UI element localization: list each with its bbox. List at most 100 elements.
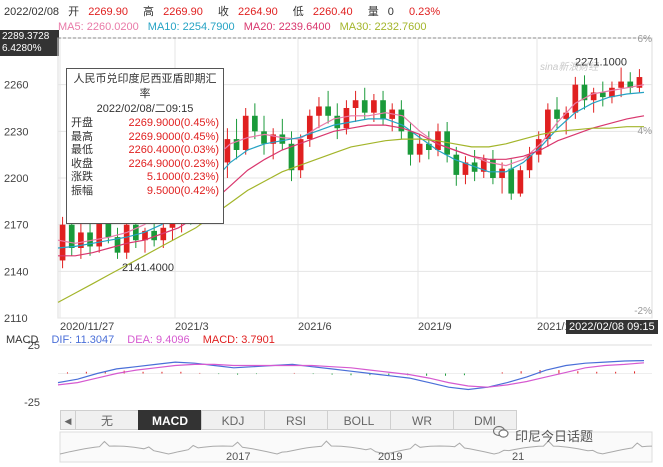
tab-wr[interactable]: WR — [390, 410, 454, 430]
overview-panel — [59, 431, 653, 463]
indicator-tabs: ◀ 无 MACD KDJ RSI BOLL WR DMI — [60, 410, 517, 430]
crosshair-price: 2289.3728 — [2, 31, 50, 42]
candle-body — [352, 100, 359, 108]
tabs-scroll-left-icon[interactable]: ◀ — [60, 410, 76, 430]
ma30-legend: MA30: 2232.7600 — [339, 21, 427, 33]
watermark-text: 印尼今日话题 — [515, 429, 594, 444]
pct-tick-label: 4% — [638, 126, 653, 137]
candle-body — [453, 154, 460, 175]
tooltip-row-change: 涨跌 5.1000(0.23%) — [71, 171, 219, 184]
macd-title: MACD — [6, 334, 39, 346]
candle-body — [151, 230, 157, 241]
pct-tick-label: 6% — [638, 34, 653, 45]
volume-value: 0 — [387, 6, 394, 18]
data-tooltip: 人民币兑印度尼西亚盾即期汇率 2022/02/08/二09:15 开盘 2269.… — [66, 68, 224, 224]
macd-y-tick: -25 — [24, 397, 40, 409]
candle-body — [508, 168, 515, 194]
candle-body — [599, 92, 606, 98]
candle-body — [68, 224, 75, 248]
tab-kdj[interactable]: KDJ — [201, 410, 265, 430]
high-annotation: 2271.1000 — [575, 56, 627, 68]
quote-header: 2022/02/08 开 2269.90 高 2269.90 收 2264.90… — [4, 3, 446, 19]
y-tick-label: 2200 — [4, 173, 28, 185]
close-label: 收 — [217, 6, 229, 18]
candle-body — [545, 109, 551, 140]
ma-legend: MA5: 2260.0200 MA10: 2254.7900 MA20: 223… — [58, 21, 433, 33]
tab-none[interactable]: 无 — [75, 410, 139, 430]
candle-body — [288, 143, 295, 171]
high-value: 2269.90 — [163, 6, 203, 18]
wechat-icon — [493, 425, 509, 438]
candle-body — [142, 230, 148, 241]
ma5-legend: MA5: 2260.0200 — [58, 21, 139, 33]
dea-line — [57, 362, 645, 388]
tab-dmi[interactable]: DMI — [453, 410, 517, 430]
candle-body — [636, 77, 643, 88]
candle-body — [618, 81, 624, 88]
macd-value: MACD: 3.7901 — [202, 334, 275, 346]
ma10-legend: MA10: 2254.7900 — [147, 21, 235, 33]
candle-body — [325, 106, 331, 116]
candle-body — [407, 131, 414, 155]
dea-value: DEA: 9.4096 — [127, 334, 190, 346]
tooltip-title: 人民币兑印度尼西亚盾即期汇率 — [73, 73, 217, 100]
tooltip-row-low: 最低 2260.4000(0.03%) — [71, 144, 219, 157]
x-tick-label: 2021/6 — [298, 321, 332, 333]
crosshair-date-flag: 2022/02/08 09:15 — [566, 320, 658, 334]
close-value: 2264.90 — [237, 6, 278, 18]
candle-body — [462, 162, 469, 175]
ma10-line — [57, 91, 645, 249]
candle-body — [233, 139, 240, 150]
candle-body — [380, 100, 386, 119]
candle-body — [78, 232, 84, 248]
candle-body — [627, 81, 634, 88]
tab-rsi[interactable]: RSI — [264, 410, 328, 430]
candle-body — [96, 221, 103, 247]
candle-body — [480, 159, 487, 172]
candle-body — [590, 92, 597, 101]
candle-body — [306, 115, 313, 140]
dif-value: DIF: 11.3047 — [51, 334, 115, 346]
tooltip-row-amplitude: 振幅 9.5000(0.42%) — [71, 184, 219, 197]
ma20-legend: MA20: 2239.6400 — [243, 21, 331, 33]
overview-year-label: 2019 — [378, 451, 402, 463]
crosshair-pct: 6.4280% — [2, 43, 42, 54]
x-tick-label: 2021/9 — [418, 321, 452, 333]
y-tick-label: 2170 — [4, 220, 28, 232]
candle-body — [535, 139, 542, 155]
y-tick-label: 2260 — [4, 80, 28, 92]
candle-body — [361, 100, 368, 113]
candle-body — [105, 221, 112, 238]
candle-body — [224, 139, 231, 163]
candle-body — [563, 112, 570, 119]
candle-body — [609, 87, 615, 98]
overview-year-label: 2017 — [226, 451, 250, 463]
tooltip-row-close: 收盘 2264.9000(0.23%) — [71, 157, 219, 170]
candle-body — [499, 168, 505, 178]
volume-label: 量 — [367, 6, 379, 18]
candle-body — [490, 159, 496, 178]
candle-body — [270, 134, 277, 144]
candle-body — [169, 221, 176, 228]
candle-body — [517, 170, 524, 194]
candle-body — [297, 139, 304, 171]
overview-line — [59, 440, 653, 455]
x-tick-label: 2020/11/27 — [60, 321, 114, 333]
candle-body — [572, 84, 579, 113]
tab-macd[interactable]: MACD — [138, 410, 202, 430]
candle-body — [279, 134, 286, 144]
price-crosshair-flag: 2289.3728 6.4280% — [0, 30, 59, 56]
candle-body — [114, 237, 121, 253]
y-tick-label: 2110 — [4, 313, 28, 325]
high-label: 高 — [143, 6, 155, 18]
candle-body — [132, 224, 139, 241]
tab-boll[interactable]: BOLL — [327, 410, 391, 430]
candle-body — [242, 115, 249, 150]
candle-body — [398, 109, 405, 132]
ma20-line — [58, 115, 645, 257]
sina-logo: sina新浪财经 — [540, 62, 599, 73]
quote-date: 2022/02/08 — [4, 6, 60, 18]
candle-body — [261, 131, 267, 144]
candle-body — [371, 100, 377, 113]
